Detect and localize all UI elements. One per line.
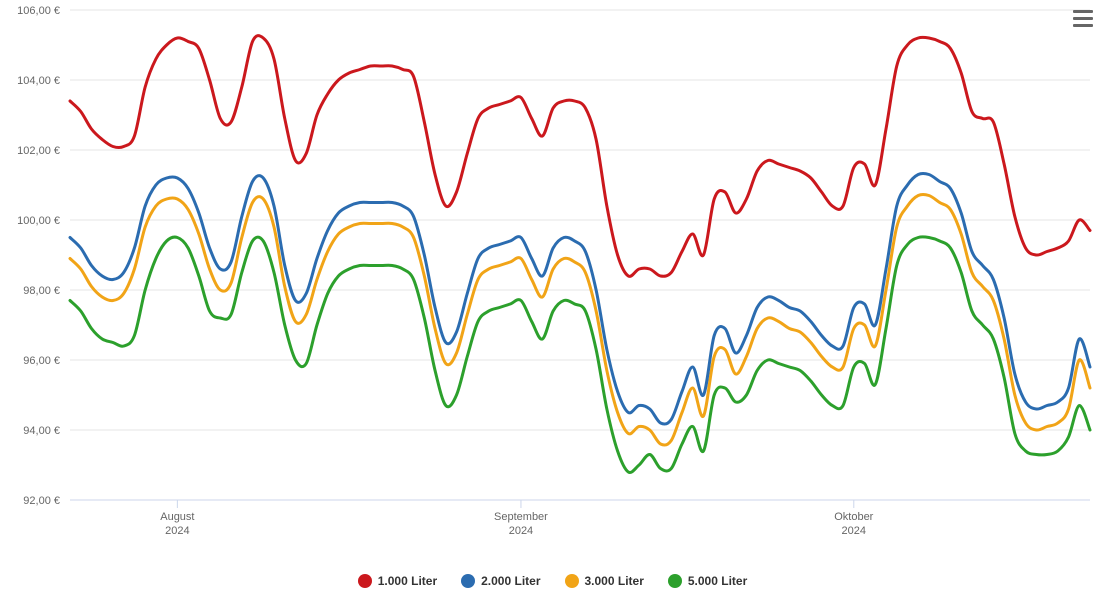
legend-swatch bbox=[358, 574, 372, 588]
legend-item[interactable]: 2.000 Liter bbox=[461, 574, 540, 588]
svg-text:2024: 2024 bbox=[842, 525, 866, 537]
svg-text:2024: 2024 bbox=[165, 525, 189, 537]
svg-text:2024: 2024 bbox=[509, 525, 533, 537]
svg-text:Oktober: Oktober bbox=[834, 511, 873, 523]
legend-label: 2.000 Liter bbox=[481, 574, 540, 588]
chart-plot-area: 92,00 € 94,00 € 96,00 € 98,00 € 100,00 € 102,… bbox=[0, 0, 1105, 603]
svg-text:104,00 €: 104,00 € bbox=[17, 75, 60, 87]
chart-legend: 1.000 Liter 2.000 Liter 3.000 Liter 5.000 L… bbox=[0, 574, 1105, 591]
chart-menu-button[interactable] bbox=[1071, 6, 1095, 28]
svg-text:100,00 €: 100,00 € bbox=[17, 215, 60, 227]
svg-text:94,00 €: 94,00 € bbox=[23, 425, 60, 437]
hamburger-icon bbox=[1073, 10, 1093, 13]
svg-text:September: September bbox=[494, 511, 548, 523]
legend-label: 1.000 Liter bbox=[378, 574, 437, 588]
legend-label: 5.000 Liter bbox=[688, 574, 747, 588]
legend-swatch bbox=[461, 574, 475, 588]
legend-item[interactable]: 1.000 Liter bbox=[358, 574, 437, 588]
svg-text:102,00 €: 102,00 € bbox=[17, 145, 60, 157]
legend-item[interactable]: 5.000 Liter bbox=[668, 574, 747, 588]
svg-text:August: August bbox=[160, 511, 194, 523]
svg-text:92,00 €: 92,00 € bbox=[23, 495, 60, 507]
legend-label: 3.000 Liter bbox=[585, 574, 644, 588]
legend-swatch bbox=[668, 574, 682, 588]
price-chart: 92,00 € 94,00 € 96,00 € 98,00 € 100,00 € 102,… bbox=[0, 0, 1105, 603]
legend-swatch bbox=[565, 574, 579, 588]
legend-item[interactable]: 3.000 Liter bbox=[565, 574, 644, 588]
svg-text:106,00 €: 106,00 € bbox=[17, 5, 60, 17]
svg-text:98,00 €: 98,00 € bbox=[23, 285, 60, 297]
svg-text:96,00 €: 96,00 € bbox=[23, 355, 60, 367]
